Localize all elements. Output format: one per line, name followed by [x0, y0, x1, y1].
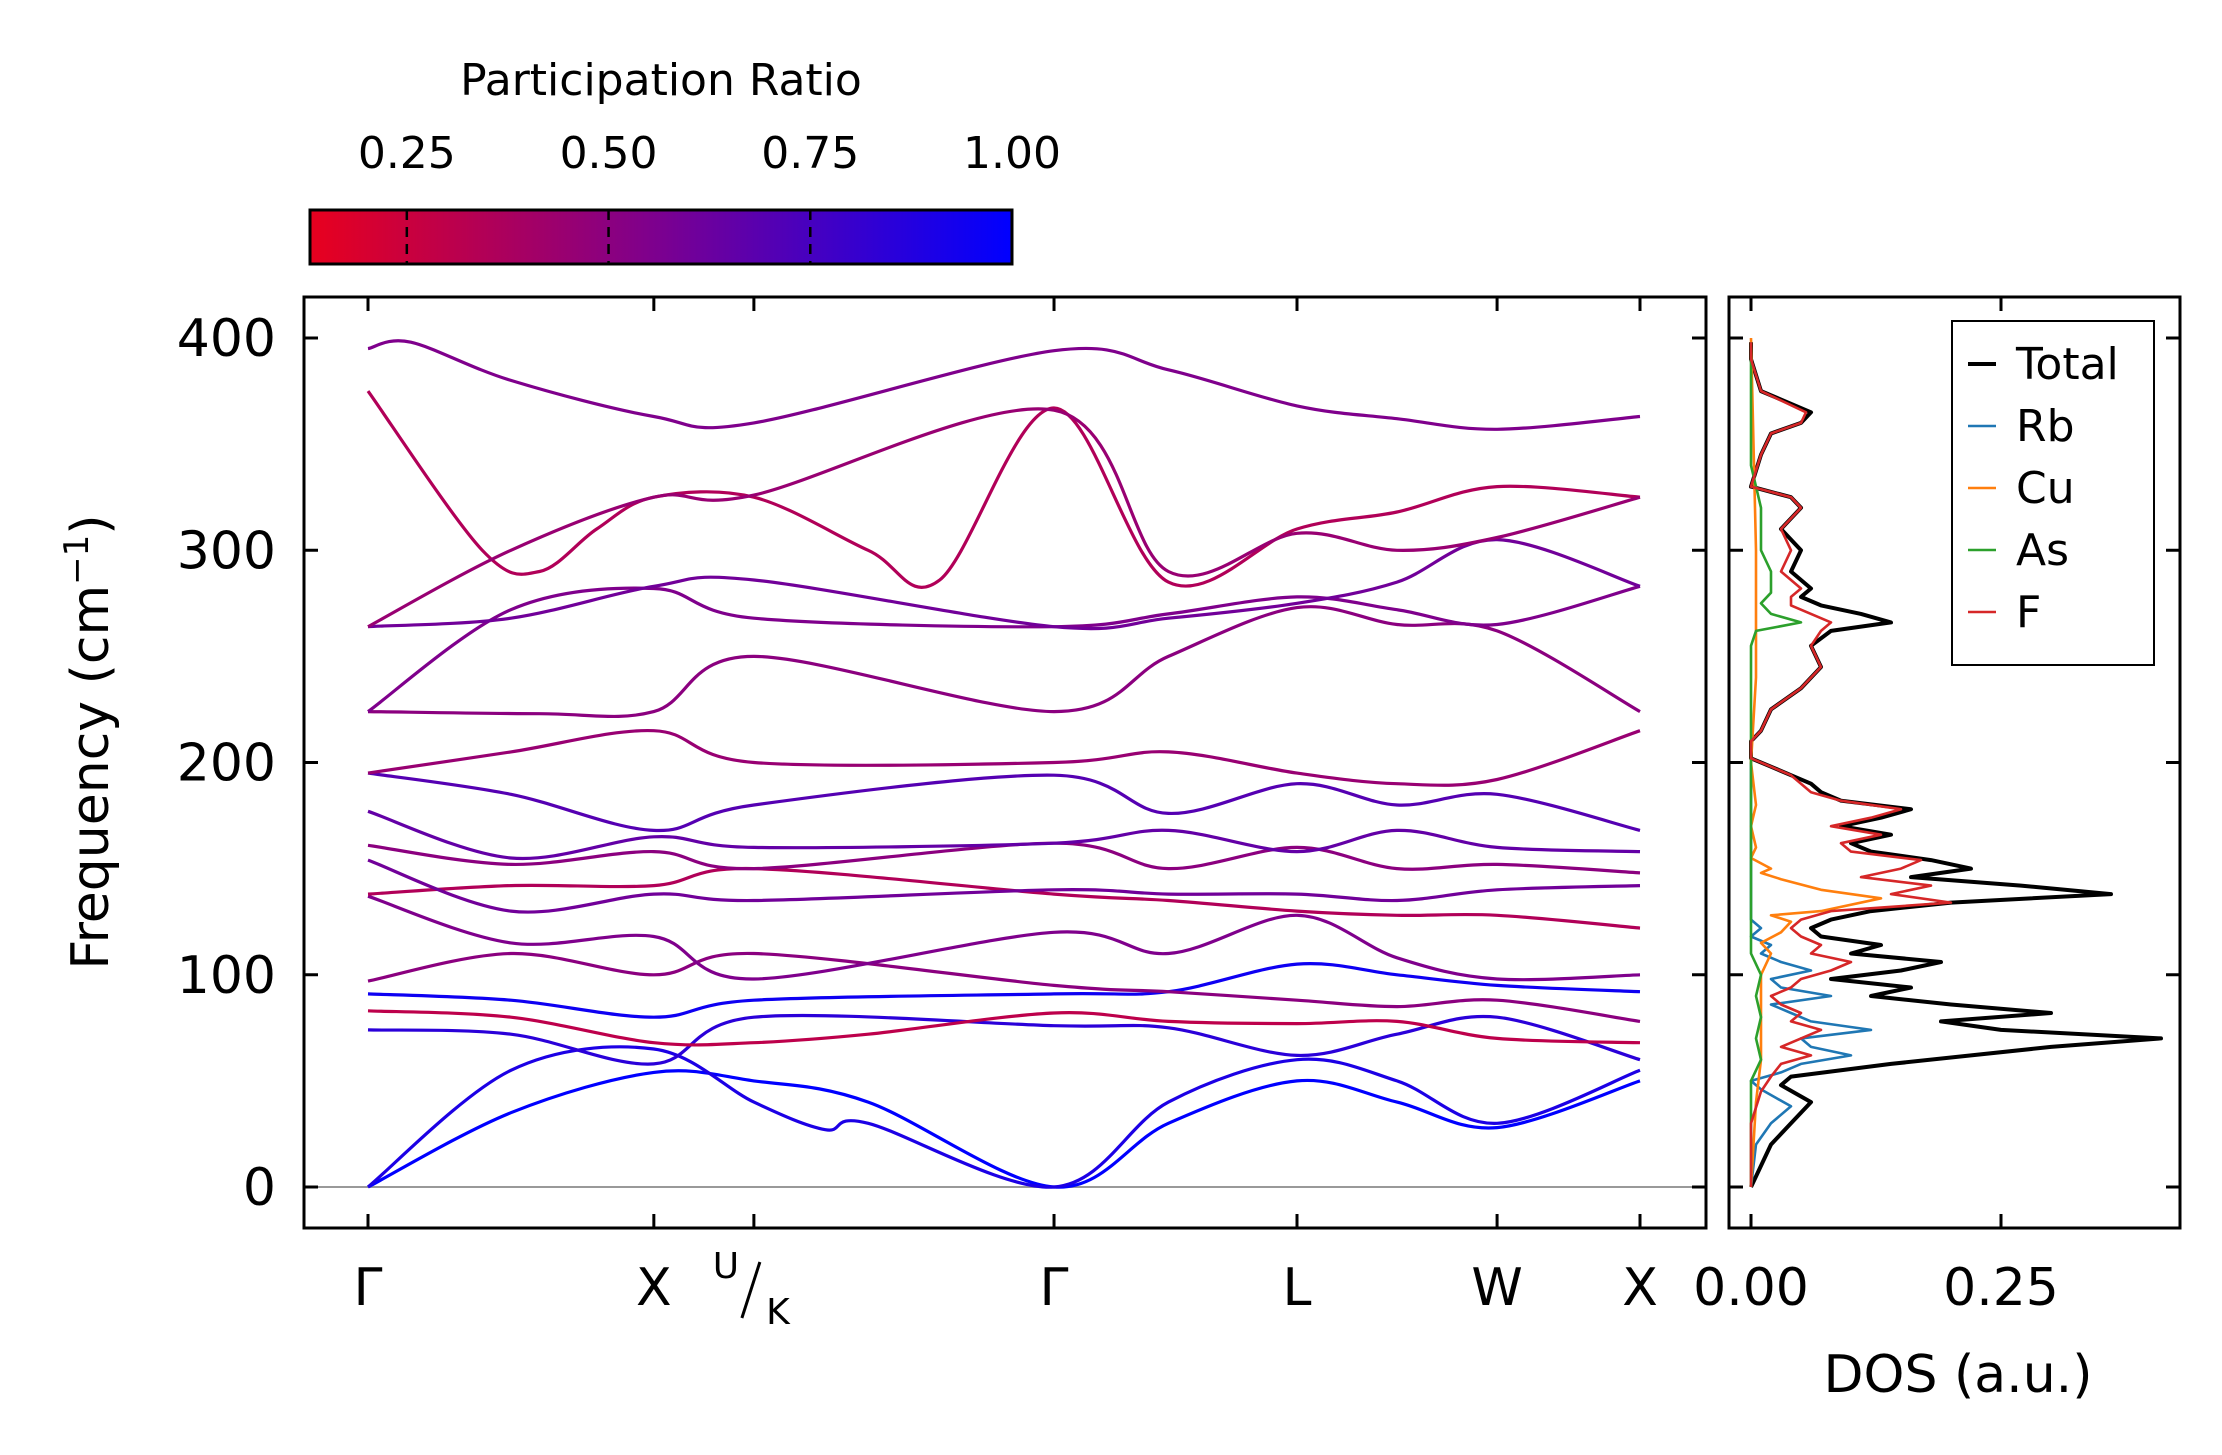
colorbar-tick-label: 0.25: [358, 128, 456, 179]
x-tick-label-slash: [740, 1261, 762, 1319]
band-branch-12: [367, 771, 1641, 833]
dos-line-cu: [1749, 337, 1883, 1188]
colorbar-tick-label: 0.50: [560, 128, 658, 179]
legend-label-rb: Rb: [2016, 401, 2075, 452]
dos-x-ticks: 0.00 0.25: [1693, 297, 2059, 1318]
band-branch-9: [367, 858, 1641, 914]
x-tick-label-sub: K: [766, 1292, 791, 1333]
legend-frame: [1951, 320, 2155, 666]
band-branch-5: [367, 962, 1641, 1019]
main-y-axis-label: Frequency (cm−1): [57, 514, 121, 969]
band-branch-11: [367, 809, 1641, 861]
dos-line-f: [1749, 342, 1953, 1187]
band-branch-7: [367, 894, 1641, 982]
x-tick-label: W: [1471, 1258, 1522, 1318]
colorbar-title: Participation Ratio: [460, 55, 862, 106]
legend-label-cu: Cu: [2016, 463, 2075, 514]
dos-series-group: [1749, 337, 2163, 1188]
band-branch-17: [366, 390, 1641, 589]
main-x-ticks: Γ X UK Γ L W X: [354, 297, 1658, 1333]
band-branch-3: [367, 1013, 1641, 1066]
dos-x-tick-label: 0.00: [1693, 1258, 1809, 1318]
band-branch-14: [367, 605, 1641, 719]
dos-panel: 0.00 0.25 DOS (a.u.) Total Rb Cu As F: [1693, 295, 2182, 1405]
x-tick-label: L: [1282, 1258, 1311, 1318]
main-y-ticks: 0 100 200 300 400: [177, 309, 1706, 1218]
colorbar-tick-label: 1.00: [963, 128, 1061, 179]
dos-line-total: [1749, 342, 2163, 1188]
colorbar-tick-label: 0.75: [761, 128, 859, 179]
band-branch-1: [367, 1069, 1641, 1189]
legend-label-total: Total: [2015, 339, 2119, 390]
band-branch-8: [367, 866, 1641, 930]
dos-y-ticks: [1729, 336, 2180, 1189]
band-branch-13: [367, 728, 1641, 787]
y-tick-label: 300: [177, 521, 276, 581]
band-branch-6: [367, 951, 1641, 1023]
x-tick-label: X: [1622, 1258, 1658, 1318]
band-branch-15: [367, 584, 1641, 713]
x-tick-label: X: [636, 1258, 672, 1318]
band-branch-4: [367, 1009, 1641, 1047]
dos-x-tick-label: 0.25: [1943, 1258, 2059, 1318]
dos-line-rb: [1749, 762, 1873, 1188]
dos-x-axis-label: DOS (a.u.): [1824, 1345, 2093, 1405]
y-tick-label: 0: [243, 1158, 276, 1218]
dos-line-as: [1749, 342, 1803, 1187]
band-branch-18: [367, 407, 1641, 629]
band-branch-16: [367, 537, 1641, 631]
legend-label-f: F: [2016, 587, 2041, 638]
band-branch-10: [367, 841, 1641, 875]
y-tick-label: 400: [177, 309, 276, 369]
x-tick-label: Γ: [1040, 1258, 1069, 1318]
colorbar: Participation Ratio 0.25 0.50 0.75 1.00: [308, 55, 1061, 266]
band-branch-2: [366, 1045, 1641, 1189]
x-tick-label-sup: U: [713, 1246, 739, 1287]
band-branch-19: [367, 339, 1641, 431]
legend-label-as: As: [2016, 525, 2069, 576]
colorbar-gradient: [308, 208, 1014, 266]
x-tick-label: Γ: [354, 1258, 383, 1318]
y-tick-label: 200: [177, 734, 276, 794]
dos-legend: Total Rb Cu As F: [1951, 320, 2155, 666]
y-tick-label: 100: [177, 946, 276, 1006]
band-series-group: [366, 339, 1641, 1189]
colorbar-ticks: 0.25 0.50 0.75 1.00: [358, 128, 1061, 264]
